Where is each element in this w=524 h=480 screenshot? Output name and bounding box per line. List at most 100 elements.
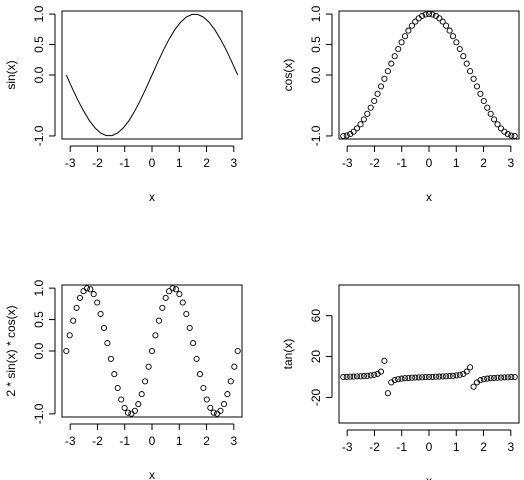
panel-2-y-tick-label: 0.5 <box>309 36 323 53</box>
panel-4-x-tick-label: -1 <box>396 440 407 454</box>
panel-1-plot-frame <box>61 10 243 140</box>
panel-4-data-point <box>422 374 429 381</box>
panel-4-data-point <box>377 368 385 375</box>
panel-4-y-axis-label: tan(x) <box>281 339 295 370</box>
panel-2-data-point <box>367 104 374 111</box>
panel-3-data-point <box>155 317 162 324</box>
panel-3-data-point <box>200 384 207 392</box>
panel-4-data-point <box>408 374 415 381</box>
panel-3-x-tick-label: -3 <box>65 434 76 448</box>
panel-3-data-point <box>114 384 121 392</box>
panel-3-data-point <box>76 294 84 301</box>
panel-2-data-point <box>491 116 498 123</box>
panel-1-x-tick-label: 3 <box>230 156 237 170</box>
panel-2-x-tick-label: 1 <box>453 156 460 170</box>
panel-2-data-point <box>446 27 453 34</box>
panel-2-data-point <box>374 90 381 97</box>
panel-2-data-point <box>439 18 446 25</box>
panel-3-data-point <box>166 288 173 295</box>
panel-2-data-point <box>453 39 460 46</box>
panel-1-x-tick-label: 1 <box>176 156 183 170</box>
panel-1-x-tick-label: -3 <box>65 156 76 170</box>
panel-4-data-point <box>340 373 347 381</box>
panel-4-data-point <box>419 374 426 381</box>
panel-4-data-point <box>415 374 422 381</box>
panel-2-x-tick-label: -1 <box>396 156 407 170</box>
panel-2-data-point <box>408 22 415 29</box>
panel-3-data-point <box>100 324 108 331</box>
panel-3-data-point <box>169 285 176 292</box>
panel-2-plot-frame <box>338 10 520 140</box>
panel-2-x-tick-label: 2 <box>480 156 487 170</box>
panel-3-data-point <box>97 310 104 318</box>
panel-2-data-point <box>391 53 398 60</box>
panel-2-x-tick-label: 3 <box>507 156 514 170</box>
panel-3-data-point <box>87 286 94 293</box>
panel-3-y-tick-label: 1.0 <box>32 279 46 296</box>
panel-4-data-point <box>357 373 364 380</box>
panel-4-data-point <box>497 374 505 381</box>
panel-4-data-point <box>480 376 487 383</box>
panel-3-data-point <box>186 324 193 331</box>
panel-4-data-point <box>391 377 398 384</box>
panel-2-data-point <box>487 110 494 117</box>
panel-2-data-point <box>429 11 436 18</box>
panel-4-data-point <box>477 377 484 384</box>
panel-4-data-point <box>429 373 436 380</box>
panel-2-data-point <box>494 121 501 128</box>
panel-3-data-point <box>214 410 221 417</box>
panel-4-data-point <box>395 376 402 383</box>
panel-3-x-tick-label: 0 <box>149 434 156 448</box>
panel-2-data-point <box>340 132 347 140</box>
panel-3-data-point <box>138 391 145 398</box>
panel-4-x-axis-label: x <box>426 474 432 480</box>
panel-4-data-point <box>353 373 361 380</box>
panel-1-y-tick-label: 0.0 <box>32 66 46 83</box>
panel-3-data-point <box>80 288 87 295</box>
panel-4-data-point <box>364 372 371 379</box>
panel-3-data-point <box>217 407 224 414</box>
panel-2-x-tick-label: -3 <box>342 156 353 170</box>
panel-4-data-point <box>401 375 409 382</box>
panel-1-x-tick-label: 0 <box>149 156 156 170</box>
panel-3-data-point <box>162 294 169 301</box>
panel-2-data-point <box>398 39 405 46</box>
panel-4-data-point <box>443 373 450 380</box>
panel-3-data-point <box>124 409 132 416</box>
panel-1-x-axis-label: x <box>149 190 155 204</box>
panel-4-data-point <box>508 374 515 381</box>
panel-2-y-axis-label: cos(x) <box>281 59 295 92</box>
panel-1-x-tick-label: -1 <box>119 156 130 170</box>
panel-2-y-tick-label: -1.0 <box>309 125 323 146</box>
panel-2-data-point <box>504 131 511 138</box>
panel-4-data-point <box>504 374 511 381</box>
panel-2-data-point <box>377 83 385 90</box>
panel-3-data-point <box>190 340 197 347</box>
panel-1-y-tick-label: 0.5 <box>32 36 46 53</box>
panel-2-data-point <box>350 128 357 135</box>
panel-2-data-point <box>460 53 467 60</box>
panel-3-data-point <box>66 332 73 339</box>
panel-2-data-point <box>443 22 450 29</box>
panel-3-data-point <box>145 363 152 370</box>
panel-1-y-tick-label: 1.0 <box>32 5 46 22</box>
panel-3-data-point <box>152 332 159 339</box>
panel-2-data-point <box>508 132 515 139</box>
panel-2-data-point <box>511 132 518 140</box>
panel-4-data-point <box>384 390 391 397</box>
panel-2-data-point <box>497 125 505 132</box>
panel-2-data-point <box>484 104 491 111</box>
panel-2-data-point <box>395 45 402 53</box>
panel-2-data-point <box>477 90 484 97</box>
panel-3-plot-frame <box>61 284 243 418</box>
panel-4-y-tick-label: 20 <box>309 350 323 364</box>
panel-4-plot-frame <box>338 284 520 424</box>
panel-2-data-point <box>364 110 371 117</box>
panel-1-y-axis-label: sin(x) <box>4 60 18 89</box>
panel-3-data-point <box>207 404 214 411</box>
panel-3-x-axis-label: x <box>149 468 155 480</box>
panel-2-y-tick-label: 0.0 <box>309 66 323 83</box>
panel-1-x-tick-label: 2 <box>203 156 210 170</box>
panel-2-data-point <box>436 15 443 22</box>
panel-4-data-point <box>494 374 501 381</box>
